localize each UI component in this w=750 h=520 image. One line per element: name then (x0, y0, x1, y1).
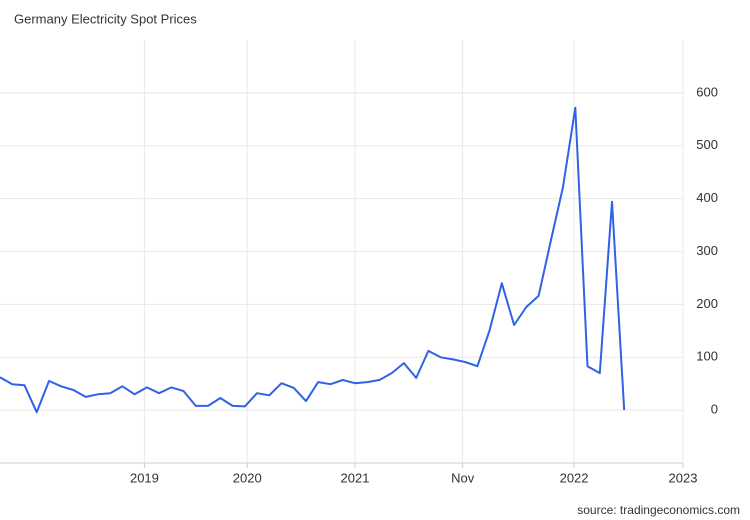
y-tick-label: 400 (696, 190, 718, 205)
y-tick-label: 0 (711, 402, 718, 417)
y-tick-label: 500 (696, 137, 718, 152)
chart-title: Germany Electricity Spot Prices (14, 11, 197, 26)
source: source: tradingeconomics.com (577, 503, 740, 517)
x-tick-label: Nov (451, 470, 475, 485)
x-tick-label: 2019 (130, 470, 159, 485)
y-tick-label: 300 (696, 243, 718, 258)
y-tick-label: 600 (696, 84, 718, 99)
series-line (0, 106, 626, 414)
x-tick-label: 2020 (233, 470, 262, 485)
y-tick-label: 200 (696, 296, 718, 311)
x-tick-label: 2021 (341, 470, 370, 485)
y-tick-label: 100 (696, 349, 718, 364)
x-tick-label: 2022 (560, 470, 589, 485)
x-tick-label: 2023 (669, 470, 698, 485)
